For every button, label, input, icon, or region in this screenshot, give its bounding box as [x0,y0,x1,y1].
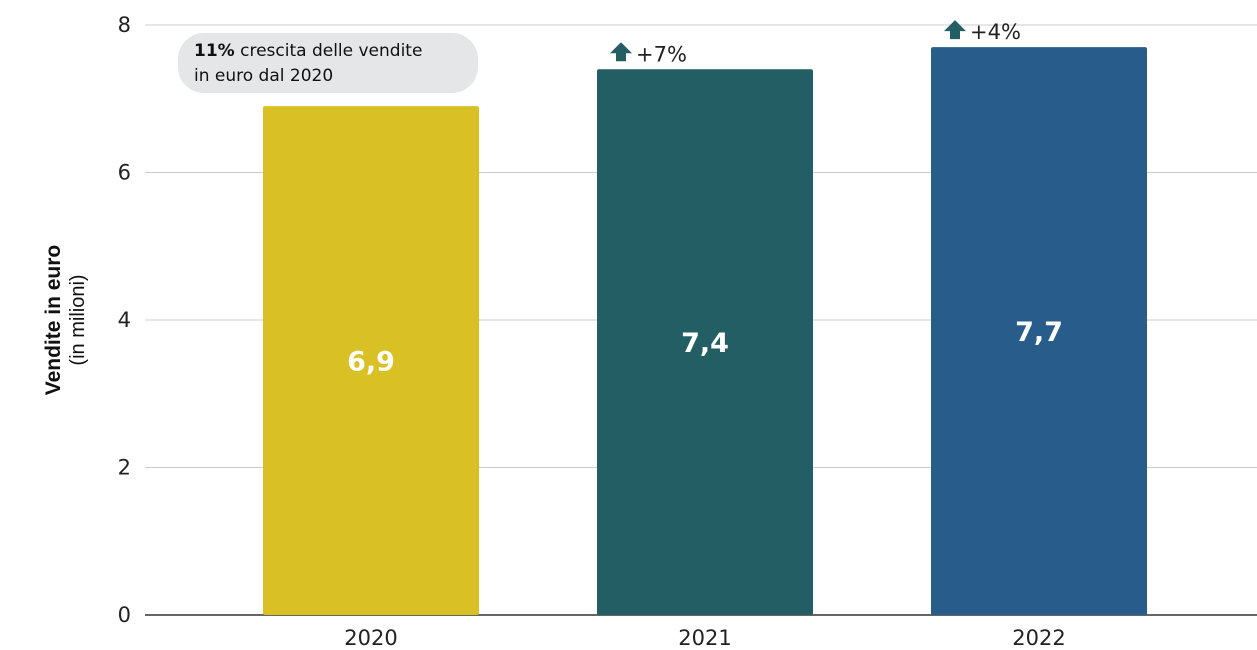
value-label: 7,7 [1015,317,1063,348]
callout-line-1-text: crescita delle vendite [235,41,423,61]
x-tick-label: 2020 [344,626,397,650]
bar-2021 [597,69,813,615]
y-tick-label: 2 [118,456,131,480]
y-tick-label: 4 [118,308,131,332]
x-tick-label: 2022 [1012,626,1065,650]
y-tick-label: 0 [118,603,131,627]
value-label: 6,9 [347,347,395,378]
y-tick-label: 6 [118,161,131,185]
callout-background [178,33,478,93]
bar-2020 [263,106,479,615]
up-arrow-icon [944,20,966,40]
bars-layer [263,47,1147,615]
growth-callout: 11% crescita delle vendite in euro dal 2… [178,33,478,93]
y-axis-title: Vendite in euro [42,245,65,396]
callout-line-2: in euro dal 2020 [194,66,333,86]
value-label: 7,4 [681,328,729,359]
x-tick-label: 2021 [678,626,731,650]
y-tick-label: 8 [118,13,131,37]
up-arrow-icon [610,42,632,62]
bar-2022 [931,47,1147,615]
growth-label: +7% [636,42,687,66]
labels-layer: 0 2 4 6 8 6,9 2020 7,4 2021 +7% 7,7 2022 +4% [118,13,1066,650]
callout-highlight: 11% [194,41,235,61]
callout-line-1: 11% crescita delle vendite [194,41,422,61]
growth-label: +4% [970,20,1021,44]
y-axis-subtitle: (in milioni) [67,274,89,365]
